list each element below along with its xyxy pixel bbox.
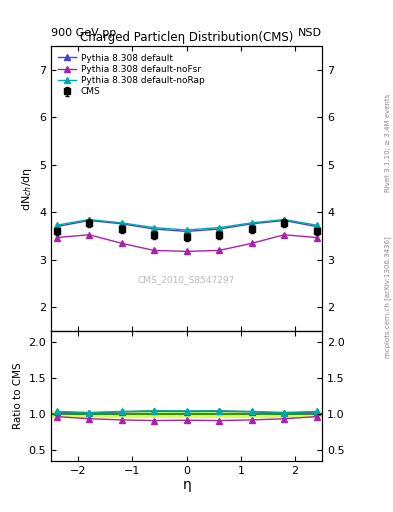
Text: CMS_2010_S8547297: CMS_2010_S8547297 [138, 275, 235, 284]
Legend: Pythia 8.308 default, Pythia 8.308 default-noFsr, Pythia 8.308 default-noRap, CM: Pythia 8.308 default, Pythia 8.308 defau… [57, 52, 206, 98]
Pythia 8.308 default-noRap [87, 217, 92, 223]
Pythia 8.308 default-noFsr [54, 234, 59, 241]
Text: NSD: NSD [298, 28, 322, 38]
Pythia 8.308 default-noFsr [184, 248, 189, 254]
Pythia 8.308 default-noFsr [217, 247, 222, 253]
Line: Pythia 8.308 default-noRap: Pythia 8.308 default-noRap [54, 217, 320, 233]
Y-axis label: Ratio to CMS: Ratio to CMS [13, 362, 23, 430]
Pythia 8.308 default-noRap [184, 227, 189, 233]
Pythia 8.308 default [184, 228, 189, 234]
Line: Pythia 8.308 default-noFsr: Pythia 8.308 default-noFsr [54, 232, 320, 254]
Pythia 8.308 default-noFsr [250, 240, 254, 246]
Pythia 8.308 default-noRap [119, 220, 124, 226]
Pythia 8.308 default-noRap [282, 217, 286, 223]
Text: 900 GeV pp: 900 GeV pp [51, 28, 116, 38]
Pythia 8.308 default [54, 224, 59, 230]
Pythia 8.308 default-noRap [54, 222, 59, 228]
Pythia 8.308 default-noFsr [314, 234, 319, 241]
Y-axis label: dN$_{ch}$/dη: dN$_{ch}$/dη [20, 167, 33, 210]
Pythia 8.308 default [314, 224, 319, 230]
Pythia 8.308 default-noFsr [87, 231, 92, 238]
Pythia 8.308 default-noRap [217, 225, 222, 231]
Pythia 8.308 default-noFsr [152, 247, 156, 253]
Pythia 8.308 default [87, 218, 92, 224]
X-axis label: η: η [182, 478, 191, 493]
Pythia 8.308 default-noRap [250, 220, 254, 226]
Line: Pythia 8.308 default: Pythia 8.308 default [54, 218, 320, 234]
Pythia 8.308 default-noFsr [282, 231, 286, 238]
Pythia 8.308 default-noRap [314, 222, 319, 228]
Pythia 8.308 default [217, 226, 222, 232]
Pythia 8.308 default [119, 221, 124, 227]
Pythia 8.308 default [250, 221, 254, 227]
Pythia 8.308 default-noRap [152, 225, 156, 231]
Bar [51, 411, 322, 417]
Title: Charged Particleη Distribution(CMS): Charged Particleη Distribution(CMS) [80, 31, 293, 44]
Pythia 8.308 default-noFsr [119, 240, 124, 246]
Text: Rivet 3.1.10; ≥ 3.4M events: Rivet 3.1.10; ≥ 3.4M events [385, 94, 391, 193]
Text: mcplots.cern.ch [arXiv:1306.3436]: mcplots.cern.ch [arXiv:1306.3436] [384, 236, 391, 358]
Pythia 8.308 default [152, 226, 156, 232]
Pythia 8.308 default [282, 218, 286, 224]
